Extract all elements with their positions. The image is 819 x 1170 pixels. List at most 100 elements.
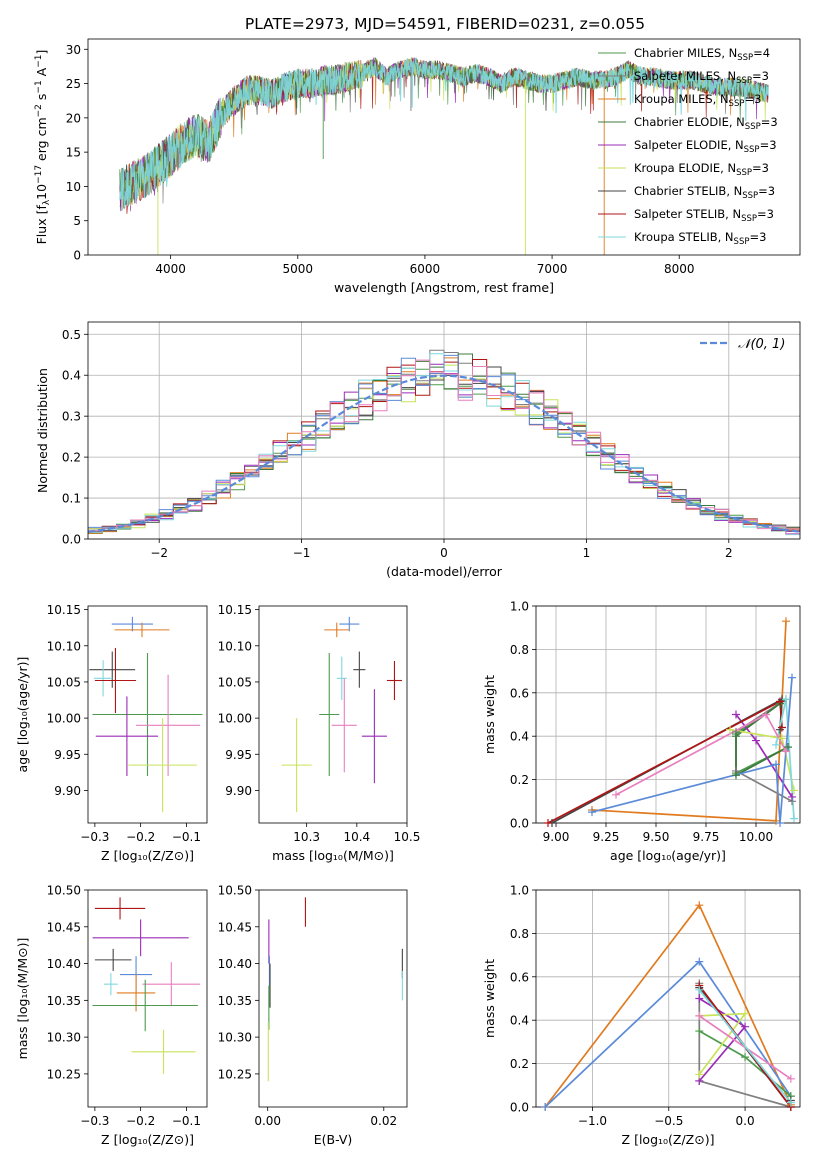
y-tick-label: 10: [66, 180, 81, 194]
weight-marker: [544, 819, 552, 827]
y-tick-label: 10.40: [218, 957, 252, 971]
legend-label: Chabrier STELIB, NSSP=3: [634, 184, 775, 201]
axes-frame: [535, 889, 801, 1108]
legend-label: Kroupa ELODIE, NSSP=3: [634, 161, 769, 178]
y-tick-label: 10.15: [47, 603, 81, 617]
weight-marker: [786, 1074, 795, 1083]
legend-suffix: =3: [760, 138, 777, 152]
legend-sub: SSP: [744, 145, 760, 155]
weight-marker: [726, 725, 734, 734]
x-tick-label: 0: [440, 546, 448, 560]
y-tick-label: 10.30: [47, 1031, 81, 1045]
weight-marker: [772, 740, 780, 749]
y-tick-label: 0.0: [510, 1101, 529, 1115]
x-tick-label: −2: [150, 546, 168, 560]
legend-name: Salpeter ELODIE, N: [634, 138, 744, 152]
x-axis-label: Z [log₁₀(Z/Z⊙)]: [622, 1132, 715, 1147]
y-tick-label: 0.1: [62, 492, 81, 506]
weight-marker: [790, 814, 798, 823]
axes-frame: [87, 321, 801, 540]
x-tick-label: −0.5: [654, 1114, 683, 1128]
y-tick-label: 10.50: [218, 884, 252, 898]
weight-line-kroupa_miles: [544, 903, 792, 1107]
legend-suffix: =3: [761, 115, 778, 129]
weight-marker: [695, 901, 704, 910]
legend-sub: SSP: [729, 99, 745, 109]
weight-marker: [695, 985, 704, 994]
y-tick-label: 9.90: [225, 784, 252, 798]
weight-marker: [778, 723, 786, 732]
y-axis-label-part: erg cm: [34, 117, 49, 165]
y-tick-label: 0.4: [510, 730, 529, 744]
y-axis-label: mass weight: [482, 675, 497, 754]
x-tick-label: 0.00: [254, 1114, 281, 1128]
legend-name: Kroupa MILES, N: [634, 92, 729, 106]
legend-name: Kroupa ELODIE, N: [634, 161, 736, 175]
weight-marker: [790, 786, 798, 795]
x-tick-label: −0.2: [126, 830, 155, 844]
y-tick-label: 15: [66, 146, 81, 160]
y-axis-label-part: −1: [34, 80, 44, 93]
x-tick-label: −0.1: [172, 1114, 201, 1128]
plot-area: [267, 897, 403, 1082]
legend-label: Kroupa STELIB, NSSP=3: [634, 230, 766, 247]
x-tick-label: 5000: [283, 262, 314, 276]
legend-name: Salpeter STELIB, N: [634, 207, 741, 221]
weight-marker: [788, 792, 796, 801]
x-tick-label: 4000: [155, 262, 186, 276]
weight-marker: [732, 710, 740, 719]
weight-marker: [788, 673, 796, 682]
y-tick-label: 25: [66, 77, 81, 91]
y-tick-label: 0.4: [62, 369, 81, 383]
y-axis-label: mass weight: [482, 959, 497, 1038]
panel-mass_weight_vs_age: 9.00 9.25 9.50 9.75 10.00 0.0 0.2 0.4 0.6 0.8 1.0 a…: [482, 600, 801, 863]
legend-label: 𝒩(0, 1): [738, 337, 785, 352]
y-tick-label: 10.50: [47, 884, 81, 898]
y-tick-label: 0.0: [62, 533, 81, 547]
y-tick-label: 10.10: [47, 639, 81, 653]
legend-label: Salpeter STELIB, NSSP=3: [634, 207, 774, 224]
y-tick-label: 5: [73, 214, 81, 228]
x-axis-label: (data-model)/error: [386, 564, 503, 579]
legend-suffix: =3: [744, 92, 761, 106]
x-tick-label: 6000: [410, 262, 441, 276]
weight-marker: [762, 710, 770, 719]
normal-curve: [88, 374, 800, 533]
x-tick-label: −0.3: [80, 1114, 109, 1128]
x-tick-label: 2: [725, 546, 733, 560]
x-axis-label: Z [log₁₀(Z/Z⊙)]: [101, 848, 194, 863]
legend-sub: SSP: [745, 122, 761, 132]
y-tick-label: 10.00: [218, 712, 252, 726]
panel-age_vs_Z: −0.3 −0.2 −0.1 9.90 9.95 10.00 10.05 10.10 10.15…: [15, 603, 208, 863]
x-tick-label: −0.2: [126, 1114, 155, 1128]
legend-suffix: =3: [749, 230, 766, 244]
legend-sub: SSP: [736, 168, 752, 178]
histogram-chabrier_stelib: [88, 366, 800, 532]
axes-frame: [258, 889, 408, 1108]
weight-marker: [695, 957, 704, 966]
y-tick-label: 10.05: [47, 675, 81, 689]
x-axis-label: Z [log₁₀(Z/Z⊙)]: [101, 1132, 194, 1147]
y-tick-label: 10.05: [218, 675, 252, 689]
weight-marker: [695, 994, 704, 1003]
x-tick-label: 10.00: [739, 830, 773, 844]
plot-area: [92, 897, 201, 1074]
y-axis-label-part: λ: [42, 199, 52, 205]
y-tick-label: 0.4: [510, 1014, 529, 1028]
legend-sub: SSP: [737, 53, 753, 63]
legend-suffix: =4: [753, 46, 770, 60]
weight-line-kroupa_stelib: [698, 989, 792, 1104]
weight-marker: [752, 736, 760, 745]
weight-line-blue: [544, 960, 792, 1107]
panel-mass_weight_vs_Z: −1.0 −0.5 0.0 0.0 0.2 0.4 0.6 0.8 1.0 Z [log₁₀(Z/…: [482, 884, 801, 1147]
y-tick-label: 10.25: [218, 1067, 252, 1081]
x-tick-label: 8000: [664, 262, 695, 276]
y-tick-label: 20: [66, 111, 81, 125]
weight-marker: [695, 1027, 704, 1036]
y-axis-label-part: −2: [34, 104, 44, 117]
x-tick-label: 7000: [537, 262, 568, 276]
legend-sub: SSP: [742, 191, 758, 201]
y-tick-label: 0.6: [510, 686, 529, 700]
legend-suffix: =3: [752, 69, 769, 83]
legend-label: Salpeter MILES, NSSP=3: [634, 69, 769, 86]
